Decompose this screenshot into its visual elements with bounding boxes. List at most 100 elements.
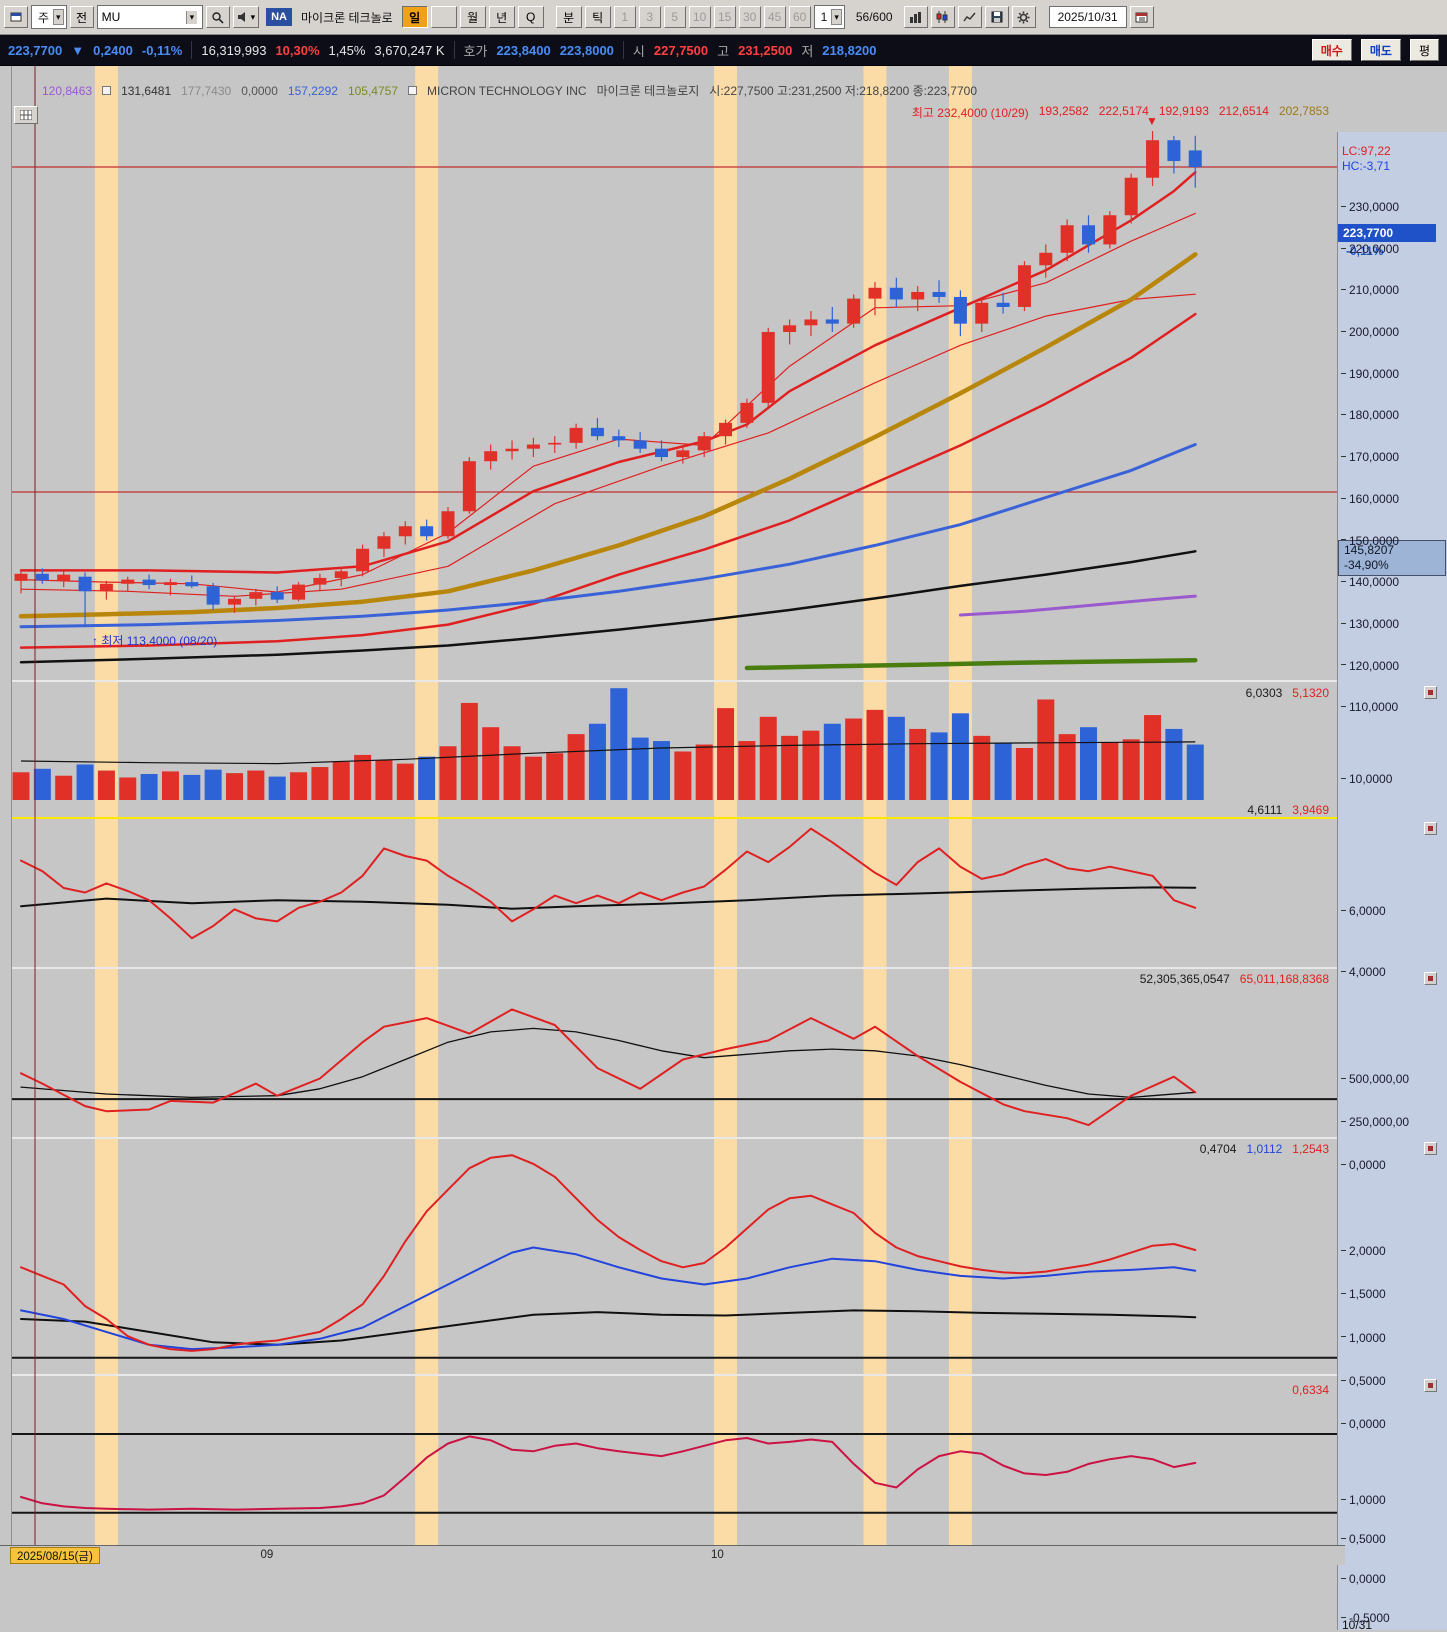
candle bbox=[1103, 215, 1117, 245]
tf-month-button[interactable]: 월 bbox=[459, 6, 486, 28]
x-axis-strip[interactable]: 2025/08/15(금) 09 10 bbox=[0, 1545, 1345, 1565]
y-axis-label: 0,0000 bbox=[1341, 1572, 1386, 1586]
panel-close-icon[interactable] bbox=[1424, 1142, 1437, 1155]
chevron-down-icon[interactable]: ▾ bbox=[831, 9, 842, 25]
candle bbox=[932, 291, 946, 297]
tf-year-button[interactable]: 년 bbox=[488, 6, 515, 28]
chart-canvas[interactable] bbox=[0, 66, 1447, 1564]
minute-option-button[interactable]: 5 bbox=[663, 6, 686, 28]
candle bbox=[441, 511, 455, 537]
legend-value: 157,2292 bbox=[287, 83, 338, 98]
ind4-main-crimson bbox=[20, 1435, 1197, 1511]
volume-bar bbox=[994, 742, 1012, 800]
ind3-mid-blue bbox=[20, 1246, 1197, 1351]
minute-select[interactable]: 1 ▾ bbox=[813, 5, 845, 29]
symbol-input[interactable] bbox=[97, 10, 186, 24]
minute-option-button[interactable]: 45 bbox=[763, 6, 786, 28]
y-axis-label: 250,000,00 bbox=[1341, 1115, 1409, 1129]
window-icon[interactable] bbox=[4, 6, 28, 28]
tf-minute-button[interactable]: 분 bbox=[555, 6, 582, 28]
minute-option-button[interactable]: 60 bbox=[788, 6, 811, 28]
candle bbox=[142, 579, 156, 586]
period-combo[interactable]: 주 ▾ bbox=[31, 5, 67, 29]
chevron-down-icon[interactable]: ▾ bbox=[185, 10, 198, 24]
minute-option-button[interactable]: 1 bbox=[613, 6, 636, 28]
y-axis-label: 6,0000 bbox=[1341, 904, 1386, 918]
minute-option-button[interactable]: 15 bbox=[713, 6, 736, 28]
date-input[interactable]: 2025/10/31 bbox=[1048, 6, 1127, 28]
minute-option-button[interactable]: 3 bbox=[638, 6, 661, 28]
bar-chart-icon[interactable] bbox=[903, 6, 928, 28]
price-change: 0,2400 bbox=[93, 42, 133, 58]
ind2-signal-black bbox=[20, 1027, 1196, 1099]
ind2-legend-value: 52,305,365,0547 bbox=[1139, 972, 1230, 986]
candle bbox=[292, 584, 306, 600]
y-axis-label: 180,0000 bbox=[1341, 408, 1399, 422]
candle bbox=[356, 548, 370, 572]
minute-option-button[interactable]: 10 bbox=[688, 6, 711, 28]
ind1-legend-value: 3,9469 bbox=[1292, 803, 1329, 817]
prev-stock-button[interactable]: 전 bbox=[69, 6, 94, 28]
candle bbox=[484, 451, 498, 462]
minute-option-button[interactable]: 30 bbox=[738, 6, 761, 28]
candle-chart-icon[interactable] bbox=[930, 6, 955, 28]
panel-close-icon[interactable] bbox=[1424, 822, 1437, 835]
legend-swatch bbox=[408, 86, 418, 95]
panel-close-icon[interactable] bbox=[1424, 686, 1437, 699]
candle bbox=[953, 296, 967, 324]
tf-day-button[interactable]: 일 bbox=[401, 6, 428, 28]
save-icon[interactable] bbox=[984, 6, 1009, 28]
candle bbox=[761, 331, 775, 403]
gear-icon[interactable] bbox=[1011, 6, 1036, 28]
calendar-icon[interactable] bbox=[1129, 6, 1154, 28]
volume-bar bbox=[802, 730, 820, 800]
chart-grid-icon[interactable] bbox=[14, 106, 38, 124]
panel-close-icon[interactable] bbox=[1424, 1379, 1437, 1392]
legend-value: 120,8463 bbox=[42, 83, 93, 98]
volume-bar bbox=[631, 737, 649, 800]
hc-value: HC:-3,71 bbox=[1342, 159, 1391, 173]
panel-close-icon[interactable] bbox=[1424, 972, 1437, 985]
y-axis-column[interactable]: LC:97,22 HC:-3,71 223,7700 -0,11% 145,82… bbox=[1337, 132, 1447, 1632]
volume-bar bbox=[12, 772, 30, 800]
stock-title-en: MICRON TECHNOLOGY INC bbox=[427, 83, 587, 98]
divider bbox=[453, 41, 455, 59]
top-toolbar: 주 ▾ 전 ▾ ▾ NA 마이크론 테크놀로 일 월 년 Q 분 틱 1 3 5… bbox=[0, 0, 1447, 35]
high-annotation: 최고 232,4000 (10/29) bbox=[911, 106, 1029, 120]
sell-button[interactable]: 매도 bbox=[1360, 39, 1401, 61]
tf-tick-button[interactable]: 틱 bbox=[584, 6, 611, 28]
volume-bar bbox=[866, 709, 884, 800]
legend-value: 131,6481 bbox=[121, 83, 172, 98]
volume-bar bbox=[1122, 739, 1140, 800]
line-chart-icon[interactable] bbox=[957, 6, 982, 28]
candle bbox=[14, 573, 28, 581]
gear-glyph bbox=[1017, 11, 1030, 23]
ma-value: 193,2582 bbox=[1038, 104, 1089, 118]
volume-bar bbox=[332, 761, 350, 800]
bid-price: 223,8000 bbox=[559, 42, 614, 58]
candle bbox=[975, 302, 989, 324]
volume-bar bbox=[76, 764, 94, 800]
candle bbox=[1146, 140, 1160, 178]
volume-bar bbox=[140, 774, 158, 800]
chevron-down-icon[interactable]: ▾ bbox=[53, 9, 64, 25]
tf-week-button[interactable] bbox=[430, 6, 457, 28]
candle bbox=[99, 583, 113, 592]
ind3-legend-value: 1,2543 bbox=[1292, 1142, 1329, 1156]
volume-bar bbox=[610, 688, 628, 800]
y-axis-label: 1,0000 bbox=[1341, 1331, 1386, 1345]
sound-icon[interactable]: ▾ bbox=[232, 6, 260, 28]
avg-button[interactable]: 평 bbox=[1409, 39, 1439, 61]
ma-value: 222,5174 bbox=[1098, 104, 1149, 118]
candle bbox=[868, 287, 882, 299]
window-glyph bbox=[10, 12, 22, 22]
volume-bar bbox=[973, 735, 991, 800]
y-axis-label: 0,0000 bbox=[1341, 1417, 1386, 1431]
buy-button[interactable]: 매수 bbox=[1311, 39, 1352, 61]
search-icon[interactable] bbox=[205, 6, 230, 28]
ind3-legend: 0,4704 1,0112 1,2543 bbox=[1200, 1142, 1329, 1156]
y-axis-label: 110,0000 bbox=[1341, 700, 1398, 714]
tf-q-button[interactable]: Q bbox=[517, 6, 544, 28]
ind3-slow-black bbox=[20, 1309, 1197, 1346]
volume-bar bbox=[482, 727, 500, 800]
